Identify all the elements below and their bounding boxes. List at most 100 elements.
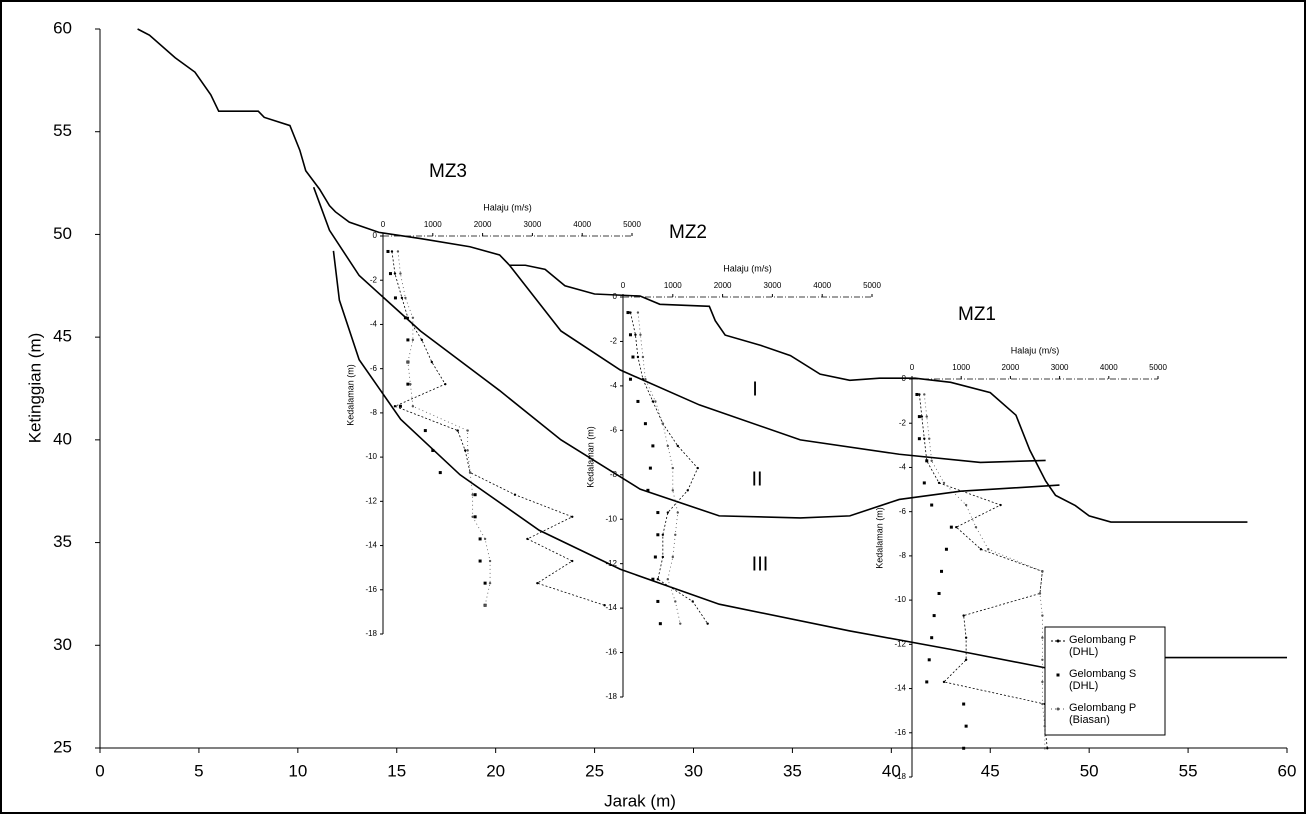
x-tick-label: 40	[882, 761, 901, 780]
velocity-point	[962, 746, 966, 750]
velocity-point	[937, 591, 941, 595]
inset-x-tick-label: 5000	[623, 220, 641, 229]
velocity-point	[974, 525, 978, 529]
velocity-point	[671, 466, 674, 470]
velocity-point	[671, 555, 674, 559]
velocity-point	[641, 378, 645, 381]
inset-x-label: Halaju (m/s)	[483, 202, 532, 212]
x-tick-label: 30	[684, 761, 703, 780]
velocity-point	[411, 316, 415, 320]
velocity-point	[923, 393, 926, 396]
x-tick-label: 0	[95, 761, 104, 780]
x-tick-label: 60	[1278, 761, 1297, 780]
y-tick-label: 50	[53, 224, 72, 243]
velocity-point	[423, 429, 427, 433]
velocity-point	[674, 533, 677, 536]
velocity-point	[915, 392, 919, 396]
y-tick-label: 30	[53, 635, 72, 654]
inset-y-tick-label: -8	[610, 470, 618, 479]
legend-box	[1044, 626, 1166, 736]
velocity-point	[393, 296, 397, 300]
inset-y-tick-label: -14	[605, 603, 617, 612]
velocity-point	[949, 525, 953, 529]
x-axis-label: Jarak (m)	[604, 791, 676, 810]
inset-y-tick-label: -16	[605, 648, 617, 657]
velocity-point	[651, 400, 655, 403]
inset-x-label: Halaju (m/s)	[723, 263, 772, 273]
inset-x-tick-label: 2000	[1002, 363, 1020, 372]
inset-y-label: Kedalaman (m)	[874, 507, 884, 569]
velocity-point	[631, 355, 635, 359]
velocity-point	[925, 415, 928, 418]
velocity-point	[1043, 747, 1047, 750]
inset-x-tick-label: 3000	[1051, 363, 1069, 372]
zone-label: II	[751, 468, 762, 490]
velocity-point	[526, 537, 529, 541]
inset-y-tick-label: -8	[370, 408, 378, 417]
velocity-point	[390, 250, 394, 253]
velocity-point	[406, 382, 410, 386]
velocity-point	[1041, 636, 1044, 639]
velocity-point	[393, 405, 397, 408]
y-tick-label: 25	[53, 737, 72, 756]
velocity-point	[1041, 658, 1044, 662]
profile-line	[137, 28, 1248, 523]
legend-marker	[1056, 673, 1060, 677]
velocity-point	[406, 316, 410, 320]
velocity-point	[917, 437, 921, 441]
velocity-point	[471, 515, 474, 519]
velocity-point	[636, 311, 640, 314]
inset-y-tick-label: -10	[894, 595, 906, 604]
velocity-point	[1046, 747, 1049, 750]
velocity-point	[388, 272, 392, 276]
velocity-point	[706, 622, 709, 625]
inset-y-tick-label: -4	[899, 463, 907, 472]
inset-y-tick-label: -18	[894, 772, 906, 781]
x-tick-label: 15	[387, 761, 406, 780]
velocity-point	[411, 405, 415, 408]
inset-y-tick-label: -10	[365, 452, 377, 461]
velocity-point	[962, 614, 965, 617]
velocity-point	[942, 680, 946, 684]
inset-x-tick-label: 4000	[573, 220, 591, 229]
velocity-point	[466, 429, 469, 432]
velocity-point	[658, 622, 662, 626]
velocity-point	[676, 511, 679, 514]
y-tick-label: 45	[53, 327, 72, 346]
velocity-point	[1041, 680, 1044, 684]
y-tick-label: 35	[53, 532, 72, 551]
velocity-point	[661, 555, 665, 559]
legend-label: Gelombang P (DHL)	[1069, 634, 1137, 658]
velocity-point	[403, 316, 407, 320]
velocity-line	[397, 251, 491, 606]
velocity-point	[671, 489, 674, 492]
inset-y-label: Kedalaman (m)	[345, 364, 355, 426]
velocity-point	[411, 338, 415, 342]
inset-y-tick-label: -4	[610, 381, 618, 390]
velocity-point	[478, 559, 482, 563]
x-tick-label: 5	[194, 761, 203, 780]
velocity-point	[920, 415, 924, 418]
velocity-point	[922, 481, 926, 485]
velocity-point	[696, 466, 699, 470]
inset-title: MZ1	[958, 304, 996, 325]
inset-y-tick-label: -10	[605, 514, 617, 523]
velocity-point	[628, 333, 632, 337]
inset-x-tick-label: 0	[910, 363, 915, 372]
inset-x-tick-label: 5000	[1149, 363, 1167, 372]
velocity-point	[488, 581, 492, 585]
velocity-point	[964, 658, 968, 662]
velocity-point	[964, 724, 968, 728]
velocity-point	[398, 404, 402, 408]
velocity-point	[1038, 592, 1042, 595]
inset-y-tick-label: -18	[605, 692, 617, 701]
inset-y-tick-label: -12	[894, 639, 906, 648]
velocity-point	[1043, 724, 1047, 728]
velocity-point	[444, 382, 447, 386]
inset-y-tick-label: -2	[899, 418, 907, 427]
legend-label: Gelombang P (Biasan)	[1069, 702, 1137, 726]
inset-y-tick-label: -6	[370, 364, 378, 373]
inset-x-tick-label: 2000	[474, 220, 492, 229]
velocity-point	[651, 577, 655, 581]
inset-y-tick-label: -2	[370, 275, 378, 284]
